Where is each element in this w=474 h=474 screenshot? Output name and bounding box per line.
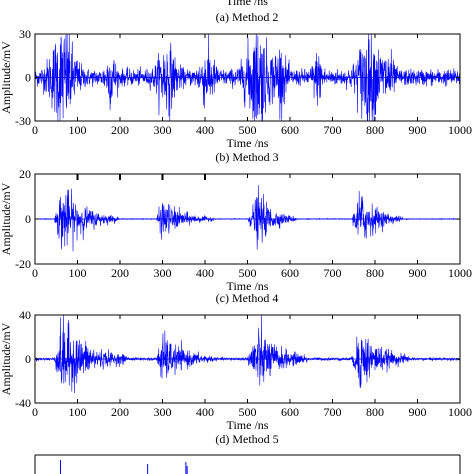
x-tick-label: 300 [154,405,172,419]
x-tick-label: 200 [111,123,129,137]
y-tick-label: -20 [15,257,31,271]
x-tick-label: 100 [69,266,87,280]
x-axis-label: Time /ns [227,136,269,150]
caption-d: (d) Method 5 [215,432,278,446]
signal-series [34,315,461,394]
x-tick-label: 0 [32,123,38,137]
x-axis-label: Time /ns [227,418,269,432]
x-tick-label: 800 [366,123,384,137]
x-tick-label: 100 [69,123,87,137]
x-tick-label: 900 [409,405,427,419]
x-tick-label: 600 [281,123,299,137]
x-tick-label: 500 [239,405,257,419]
x-tick-label: 700 [324,405,342,419]
signal-series [34,34,461,121]
signal-series [34,185,461,252]
x-axis-label: Time /ns [227,279,269,293]
x-tick-label: 900 [409,266,427,280]
panel-method-3: 0 100 200 300 400 500 600 700 800 900 1000-20020Ti… [0,167,472,293]
x-tick-label: 700 [324,266,342,280]
x-tick-label: 800 [366,266,384,280]
y-tick-label: 0 [25,352,31,366]
x-tick-label: 0 [32,266,38,280]
y-tick-label: 30 [19,27,31,41]
x-tick-label: 400 [196,123,214,137]
y-tick-label: -30 [15,114,31,128]
x-tick-label: 600 [281,405,299,419]
x-tick-label: 0 [32,405,38,419]
x-tick-label: 500 [239,266,257,280]
panel-method-5 [34,454,461,474]
x-tick-label: 200 [111,405,129,419]
x-tick-label: 900 [409,123,427,137]
y-axis-label: Amplitude/mV [0,182,13,255]
x-tick-label: 300 [154,266,172,280]
caption-c: (c) Method 4 [216,291,279,305]
x-tick-label: 700 [324,123,342,137]
x-tick-label: 400 [196,405,214,419]
caption-b: (b) Method 3 [215,150,278,164]
caption-a: (a) Method 2 [216,10,279,24]
y-tick-label: 40 [19,308,31,322]
panel-method-4: 0 100 200 300 400 500 600 700 800 900 1000-40040Ti… [0,308,472,432]
x-tick-label: 200 [111,266,129,280]
x-tick-label: 1000 [448,266,472,280]
top-xlabel: Time /ns [226,0,268,8]
x-tick-label: 1000 [448,123,472,137]
x-tick-label: 100 [69,405,87,419]
y-axis-label: Amplitude/mV [0,41,13,114]
x-tick-label: 800 [366,405,384,419]
y-tick-label: 20 [19,167,31,181]
x-tick-label: 300 [154,123,172,137]
panel-method-2: 0 100 200 300 400 500 600 700 800 900 1000-30030Ti… [0,27,472,150]
x-tick-label: 600 [281,266,299,280]
x-tick-label: 1000 [448,405,472,419]
y-tick-label: 0 [25,212,31,226]
y-axis-label: Amplitude/mV [0,322,13,395]
x-tick-label: 400 [196,266,214,280]
y-tick-label: 0 [25,71,31,85]
x-tick-label: 500 [239,123,257,137]
y-tick-label: -40 [15,396,31,410]
